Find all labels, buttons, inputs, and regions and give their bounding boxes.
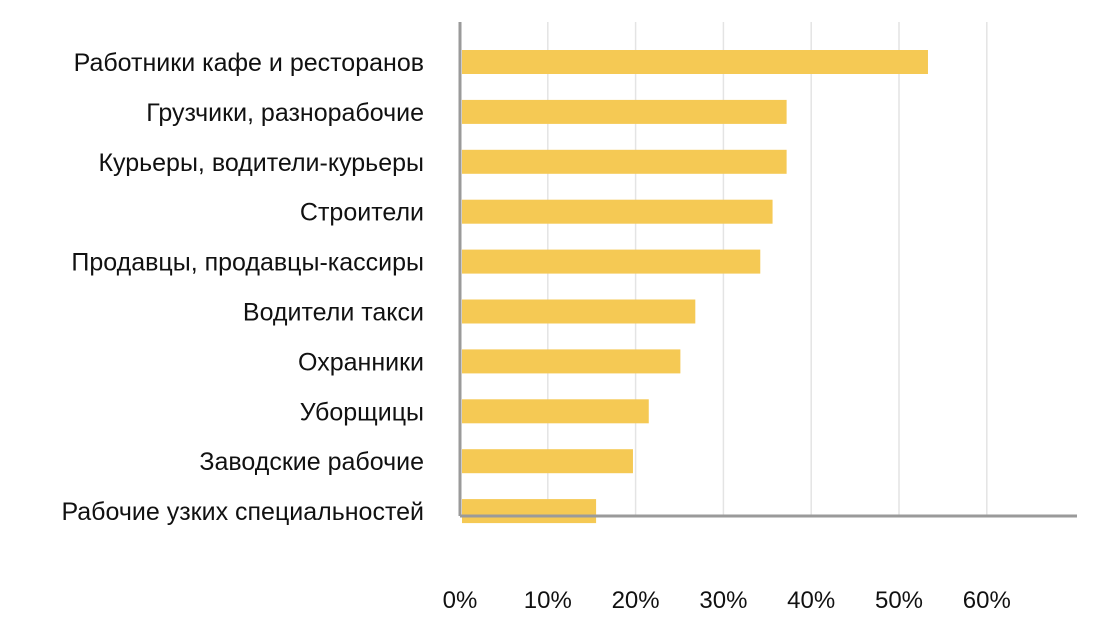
bar (462, 349, 681, 374)
category-label: Заводские рабочие (199, 448, 424, 476)
axes (458, 22, 1077, 518)
category-label: Водители такси (243, 299, 424, 327)
bar (462, 249, 761, 274)
bar (462, 399, 649, 424)
category-label: Уборщицы (300, 398, 424, 426)
bar (462, 99, 787, 124)
x-tick-label: 50% (875, 587, 923, 614)
bar (462, 50, 928, 74)
x-tick-label: 20% (612, 587, 660, 614)
category-label: Охранники (298, 348, 424, 376)
category-label: Продавцы, продавцы-кассиры (71, 249, 424, 277)
bar (462, 199, 773, 224)
x-tick-label: 0% (443, 587, 478, 614)
category-labels: Работники кафе и ресторанов Грузчики, раз… (61, 49, 424, 526)
bar (462, 299, 696, 324)
x-tick-labels: 0% 10% 20% 30% 40% 50% 60% (443, 587, 1011, 614)
category-label: Работники кафе и ресторанов (74, 49, 424, 77)
bar (462, 449, 633, 474)
category-label: Строители (300, 199, 424, 227)
category-label: Грузчики, разнорабочие (146, 99, 424, 127)
category-label: Курьеры, водители-курьеры (98, 149, 424, 177)
bar (462, 149, 787, 174)
x-tick-label: 40% (787, 587, 835, 614)
x-tick-label: 60% (963, 587, 1011, 614)
x-tick-label: 30% (699, 587, 747, 614)
bar (462, 499, 597, 524)
x-tick-label: 10% (524, 587, 572, 614)
category-label: Рабочие узких специальностей (61, 498, 424, 526)
bars (462, 50, 928, 524)
